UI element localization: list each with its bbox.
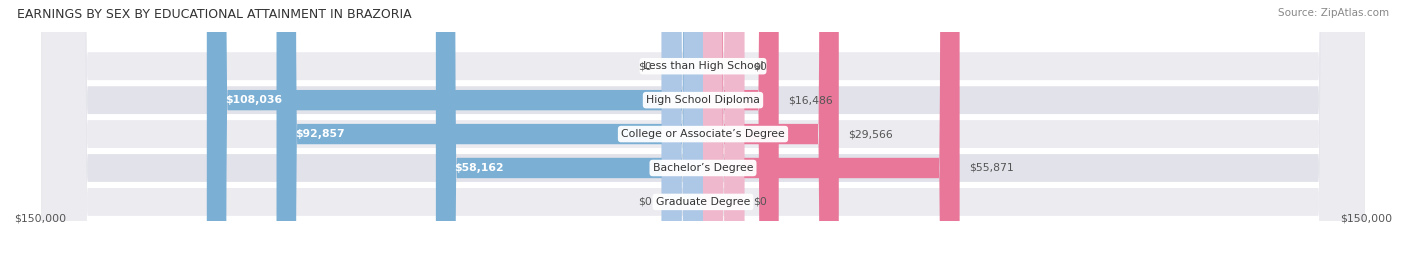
Text: $0: $0 bbox=[638, 197, 652, 207]
FancyBboxPatch shape bbox=[207, 0, 703, 269]
FancyBboxPatch shape bbox=[703, 0, 839, 269]
FancyBboxPatch shape bbox=[703, 0, 744, 269]
FancyBboxPatch shape bbox=[662, 0, 703, 269]
FancyBboxPatch shape bbox=[436, 0, 703, 269]
Text: High School Diploma: High School Diploma bbox=[647, 95, 759, 105]
FancyBboxPatch shape bbox=[42, 0, 1364, 269]
FancyBboxPatch shape bbox=[42, 0, 1364, 269]
Text: College or Associate’s Degree: College or Associate’s Degree bbox=[621, 129, 785, 139]
Text: Less than High School: Less than High School bbox=[643, 61, 763, 71]
FancyBboxPatch shape bbox=[703, 0, 744, 269]
FancyBboxPatch shape bbox=[703, 0, 779, 269]
Text: $0: $0 bbox=[638, 61, 652, 71]
FancyBboxPatch shape bbox=[703, 0, 960, 269]
FancyBboxPatch shape bbox=[277, 0, 703, 269]
FancyBboxPatch shape bbox=[42, 0, 1364, 269]
Text: Source: ZipAtlas.com: Source: ZipAtlas.com bbox=[1278, 8, 1389, 18]
Text: $58,162: $58,162 bbox=[454, 163, 503, 173]
Text: $16,486: $16,486 bbox=[787, 95, 832, 105]
Text: $92,857: $92,857 bbox=[295, 129, 344, 139]
Text: $0: $0 bbox=[754, 197, 768, 207]
Text: $108,036: $108,036 bbox=[225, 95, 283, 105]
Text: $150,000: $150,000 bbox=[1340, 213, 1392, 223]
Text: $29,566: $29,566 bbox=[848, 129, 893, 139]
Text: $0: $0 bbox=[754, 61, 768, 71]
FancyBboxPatch shape bbox=[42, 0, 1364, 269]
Text: $55,871: $55,871 bbox=[969, 163, 1014, 173]
Text: $150,000: $150,000 bbox=[14, 213, 66, 223]
Text: EARNINGS BY SEX BY EDUCATIONAL ATTAINMENT IN BRAZORIA: EARNINGS BY SEX BY EDUCATIONAL ATTAINMEN… bbox=[17, 8, 412, 21]
FancyBboxPatch shape bbox=[42, 0, 1364, 269]
Text: Graduate Degree: Graduate Degree bbox=[655, 197, 751, 207]
FancyBboxPatch shape bbox=[662, 0, 703, 269]
Text: Bachelor’s Degree: Bachelor’s Degree bbox=[652, 163, 754, 173]
